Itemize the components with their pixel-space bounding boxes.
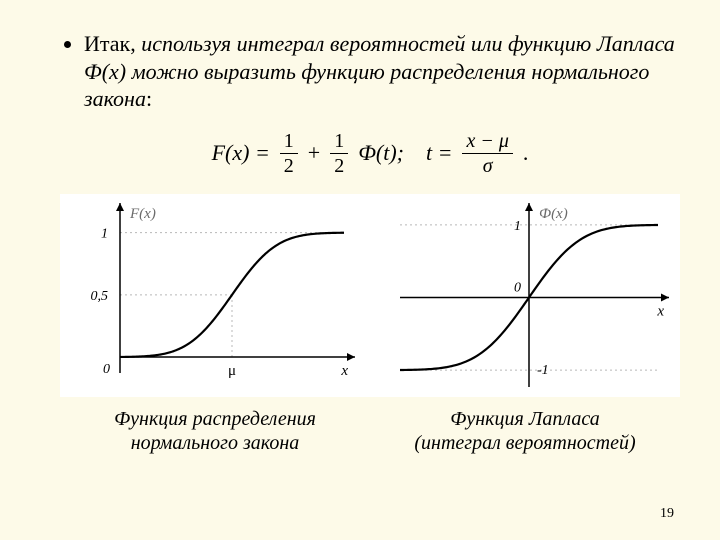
svg-text:0: 0 bbox=[103, 362, 110, 377]
svg-text:x: x bbox=[656, 303, 664, 319]
formula-lhs: F(x) = bbox=[212, 140, 270, 166]
chart-laplace: Ф(x) 1 -1 0 x bbox=[382, 200, 672, 395]
bullet-list: Итак, используя интеграл вероятностей ил… bbox=[60, 30, 680, 113]
formula-half2: 1 2 bbox=[330, 131, 348, 176]
svg-text:0: 0 bbox=[514, 280, 521, 295]
bullet-lead: Итак, bbox=[84, 31, 141, 56]
svg-text:μ: μ bbox=[228, 363, 236, 379]
caption-left: Функция распределения нормального закона bbox=[60, 407, 370, 455]
formula-t-lhs: t = bbox=[426, 140, 452, 166]
caption-right: Функция Лапласа (интеграл вероятностей) bbox=[370, 407, 680, 455]
formula-phi: Ф(t); bbox=[358, 140, 404, 166]
formula: F(x) = 1 2 + 1 2 Ф(t); t = x − μ σ . bbox=[60, 131, 680, 176]
bullet-tail: : bbox=[146, 86, 152, 111]
formula-half1: 1 2 bbox=[280, 131, 298, 176]
svg-text:-1: -1 bbox=[537, 363, 549, 378]
svg-text:0,5: 0,5 bbox=[91, 288, 109, 303]
captions-row: Функция распределения нормального закона… bbox=[60, 407, 680, 455]
svg-text:1: 1 bbox=[514, 218, 521, 233]
svg-text:Ф(x): Ф(x) bbox=[539, 206, 568, 222]
formula-tfrac: x − μ σ bbox=[462, 131, 512, 176]
charts-panel: F(x) 1 0,5 0 μ x Ф(x) 1 -1 0 x bbox=[60, 194, 680, 397]
bullet-italic: используя интеграл вероятностей или функ… bbox=[84, 31, 675, 111]
page-number: 19 bbox=[660, 506, 674, 522]
svg-text:1: 1 bbox=[101, 226, 108, 241]
chart-cdf: F(x) 1 0,5 0 μ x bbox=[68, 200, 358, 395]
bullet-item: Итак, используя интеграл вероятностей ил… bbox=[84, 30, 680, 113]
svg-text:F(x): F(x) bbox=[129, 206, 156, 222]
svg-text:x: x bbox=[340, 363, 348, 379]
formula-dot: . bbox=[523, 140, 529, 166]
formula-plus: + bbox=[308, 140, 320, 166]
